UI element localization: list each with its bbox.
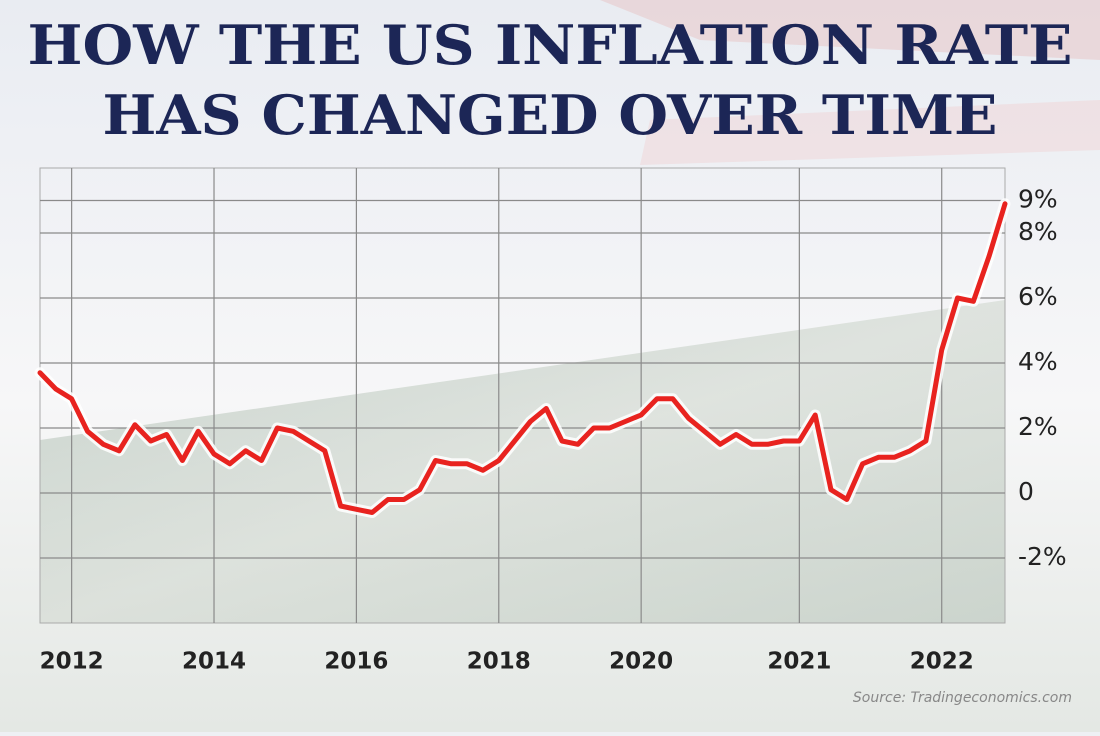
y-tick-label: 6% — [1018, 282, 1058, 311]
x-tick-label: 2020 — [609, 649, 673, 675]
plot-frame — [39, 167, 1006, 624]
y-tick-label: -2% — [1018, 542, 1067, 571]
x-tick-label: 2022 — [910, 649, 974, 675]
x-tick-label: 2018 — [467, 649, 531, 675]
x-tick-label: 2021 — [767, 649, 831, 675]
y-tick-label: 2% — [1018, 412, 1058, 441]
line — [37, 201, 1008, 515]
chart-title: HOW THE US INFLATION RATE — [28, 13, 1073, 77]
x-tick-label: 2012 — [40, 649, 104, 675]
y-tick-label: 8% — [1018, 217, 1058, 246]
x-tick-label: 2016 — [324, 649, 388, 675]
flag-stripe — [640, 100, 1100, 165]
flag-stripe — [600, 0, 1100, 60]
source-note: Source: Tradingeconomics.com — [853, 690, 1072, 706]
y-tick-label: 9% — [1018, 185, 1058, 214]
y-tick-label: 4% — [1018, 347, 1058, 376]
chart-title: HAS CHANGED OVER TIME — [103, 83, 998, 147]
y-tick-label: 0 — [1018, 477, 1034, 506]
money-background — [40, 300, 1005, 623]
x-tick-label: 2014 — [182, 649, 246, 675]
